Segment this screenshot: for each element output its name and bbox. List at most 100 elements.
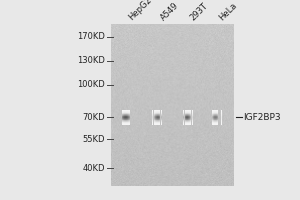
Bar [157, 117, 158, 118]
Bar [156, 112, 157, 113]
Bar [185, 121, 186, 122]
Bar [125, 122, 126, 123]
Bar [124, 122, 125, 123]
Bar [122, 118, 123, 119]
Bar [215, 114, 216, 115]
Bar [122, 110, 123, 111]
Bar [124, 121, 125, 122]
Bar [126, 116, 127, 117]
Bar [156, 123, 157, 124]
Bar [215, 118, 216, 119]
Bar [214, 116, 215, 117]
Bar [126, 120, 127, 121]
Bar [188, 119, 189, 120]
Bar [156, 118, 157, 119]
Text: HepG2: HepG2 [127, 0, 154, 22]
Bar [216, 122, 217, 123]
Bar [124, 112, 125, 113]
Bar [128, 112, 129, 113]
Bar [216, 115, 217, 116]
Bar [185, 117, 186, 118]
Bar [157, 121, 158, 122]
Bar [216, 118, 217, 119]
Bar [127, 120, 128, 121]
Bar [128, 114, 129, 115]
Bar [122, 124, 123, 125]
Bar [216, 114, 217, 115]
Bar [159, 123, 160, 124]
Bar [186, 123, 187, 124]
Bar [187, 124, 188, 125]
Bar [157, 120, 158, 121]
Bar [159, 124, 160, 125]
Bar [159, 111, 160, 112]
Bar [156, 122, 157, 123]
Bar [129, 115, 130, 116]
Text: 170KD: 170KD [77, 32, 105, 41]
Bar [156, 119, 157, 120]
Bar [186, 114, 187, 115]
Bar [187, 113, 188, 114]
Bar [129, 116, 130, 117]
Bar [122, 119, 123, 120]
Bar [128, 122, 129, 123]
Bar [215, 121, 216, 122]
Bar [186, 110, 187, 111]
Bar [129, 122, 130, 123]
Bar [126, 118, 127, 119]
Bar [158, 118, 159, 119]
Bar [159, 121, 160, 122]
Bar [127, 112, 128, 113]
Bar [158, 110, 159, 111]
Bar [158, 121, 159, 122]
Bar [157, 114, 158, 115]
Bar [158, 122, 159, 123]
Bar [128, 121, 129, 122]
Bar [156, 115, 157, 116]
Bar [216, 124, 217, 125]
Bar [214, 113, 215, 114]
Bar [125, 119, 126, 120]
Bar [159, 115, 160, 116]
Bar [186, 113, 187, 114]
Text: HeLa: HeLa [217, 1, 238, 22]
Bar [125, 121, 126, 122]
Bar [188, 121, 189, 122]
Bar [122, 116, 123, 117]
Bar [128, 123, 129, 124]
Bar [125, 114, 126, 115]
Bar [158, 116, 159, 117]
Bar [125, 117, 126, 118]
Bar [215, 110, 216, 111]
Bar [122, 122, 123, 123]
Bar [128, 118, 129, 119]
Bar [188, 117, 189, 118]
Bar [123, 124, 124, 125]
Text: 130KD: 130KD [77, 56, 105, 65]
Bar [156, 117, 157, 118]
Bar [126, 115, 127, 116]
Bar [185, 123, 186, 124]
Bar [187, 110, 188, 111]
Bar [187, 114, 188, 115]
Bar [215, 120, 216, 121]
Bar [125, 118, 126, 119]
Bar [125, 116, 126, 117]
Bar [185, 110, 186, 111]
Bar [126, 114, 127, 115]
Bar [159, 112, 160, 113]
Bar [216, 117, 217, 118]
Bar [159, 114, 160, 115]
Bar [123, 123, 124, 124]
Bar [124, 117, 125, 118]
Bar [157, 124, 158, 125]
Bar [216, 120, 217, 121]
Bar [129, 113, 130, 114]
Bar [158, 119, 159, 120]
Bar [127, 122, 128, 123]
Bar [156, 113, 157, 114]
Bar [187, 119, 188, 120]
Bar [126, 122, 127, 123]
Bar [187, 123, 188, 124]
Bar [214, 117, 215, 118]
